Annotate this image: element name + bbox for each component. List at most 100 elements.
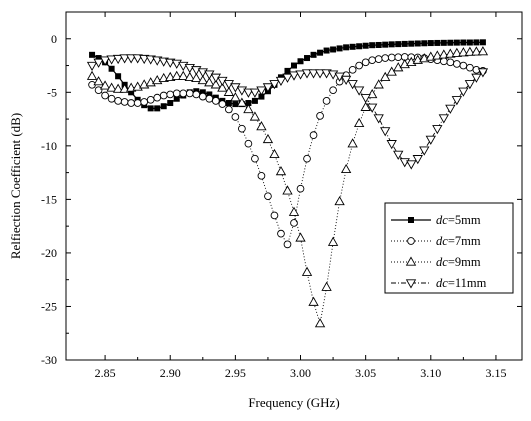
data-point — [115, 73, 122, 80]
data-point — [369, 42, 376, 49]
data-point — [277, 229, 285, 238]
data-point — [243, 88, 254, 98]
data-point — [256, 121, 267, 131]
legend-marker — [408, 217, 414, 223]
data-point — [290, 219, 298, 227]
data-point — [199, 89, 206, 96]
x-tick-label: 3.00 — [290, 366, 311, 380]
data-point — [438, 114, 449, 124]
data-point — [373, 79, 384, 89]
data-point — [93, 76, 104, 86]
data-point — [179, 89, 188, 98]
data-point — [340, 163, 352, 174]
data-point — [374, 55, 383, 63]
data-point — [231, 113, 240, 121]
data-point — [282, 73, 293, 83]
data-point — [388, 41, 395, 48]
data-point — [112, 83, 124, 93]
data-point — [132, 54, 143, 64]
data-point — [387, 53, 396, 62]
data-point — [460, 39, 467, 46]
data-point — [375, 41, 382, 48]
data-point — [464, 80, 476, 90]
data-point — [381, 54, 390, 62]
data-point — [406, 160, 417, 170]
data-point — [317, 49, 324, 56]
data-point — [343, 44, 350, 51]
data-point — [106, 55, 117, 65]
data-point — [447, 39, 454, 46]
data-point — [367, 88, 378, 99]
data-point — [262, 83, 274, 93]
legend-var: dc — [436, 213, 448, 227]
legend-marker — [405, 279, 417, 289]
data-point — [185, 89, 194, 98]
data-point — [288, 206, 300, 216]
data-point — [471, 46, 482, 56]
data-point — [89, 51, 96, 58]
data-point — [139, 54, 150, 65]
data-point — [355, 61, 363, 70]
y-axis-title: Relfiection Coefficient (dB) — [8, 113, 23, 259]
data-point — [327, 236, 339, 246]
data-point — [217, 82, 228, 92]
data-point — [353, 86, 365, 96]
data-point — [159, 91, 168, 100]
data-point — [93, 58, 104, 68]
data-point — [425, 135, 436, 145]
data-point — [257, 171, 266, 180]
data-point — [282, 185, 293, 195]
data-point — [316, 112, 324, 120]
data-point — [451, 96, 463, 106]
data-point — [154, 105, 161, 112]
data-point — [421, 40, 428, 47]
data-point — [458, 87, 469, 97]
data-point — [323, 47, 330, 54]
data-point — [360, 101, 371, 111]
data-point — [210, 79, 221, 89]
data-point — [238, 124, 246, 133]
legend-marker — [407, 237, 415, 245]
data-point — [225, 100, 232, 107]
data-point — [440, 39, 447, 46]
data-point — [112, 54, 124, 65]
data-point — [334, 196, 345, 206]
data-point — [146, 95, 155, 104]
data-point — [367, 103, 378, 113]
data-point — [166, 90, 175, 99]
data-point — [393, 150, 404, 160]
plot-frame — [65, 11, 523, 361]
data-point — [249, 111, 261, 121]
legend-value: =9mm — [448, 255, 481, 269]
data-point — [349, 43, 356, 50]
data-point — [380, 71, 391, 81]
data-point — [206, 91, 213, 98]
data-point — [303, 154, 311, 163]
legend-entry-label: dc=9mm — [436, 255, 481, 269]
legend-var: dc — [436, 255, 448, 269]
series-5mm — [89, 39, 486, 112]
data-point — [225, 105, 233, 114]
x-tick-label: 2.95 — [225, 366, 246, 380]
data-point — [125, 54, 137, 64]
data-point — [314, 318, 326, 328]
data-point — [419, 146, 430, 156]
data-point — [382, 41, 389, 48]
series-11mm — [86, 54, 489, 170]
data-point — [178, 70, 189, 80]
data-point — [94, 86, 103, 95]
data-point — [171, 70, 182, 80]
legend-entry-label: dc=5mm — [436, 213, 481, 227]
legend-var: dc — [436, 276, 448, 290]
data-point — [244, 139, 253, 148]
data-point — [479, 39, 486, 46]
data-point — [223, 86, 235, 96]
data-point — [321, 281, 332, 291]
data-point — [296, 184, 305, 193]
y-tick-label: -25 — [41, 299, 57, 313]
data-point — [245, 100, 252, 107]
data-point — [432, 125, 443, 135]
data-point — [127, 99, 135, 107]
x-tick-label: 2.85 — [95, 366, 116, 380]
